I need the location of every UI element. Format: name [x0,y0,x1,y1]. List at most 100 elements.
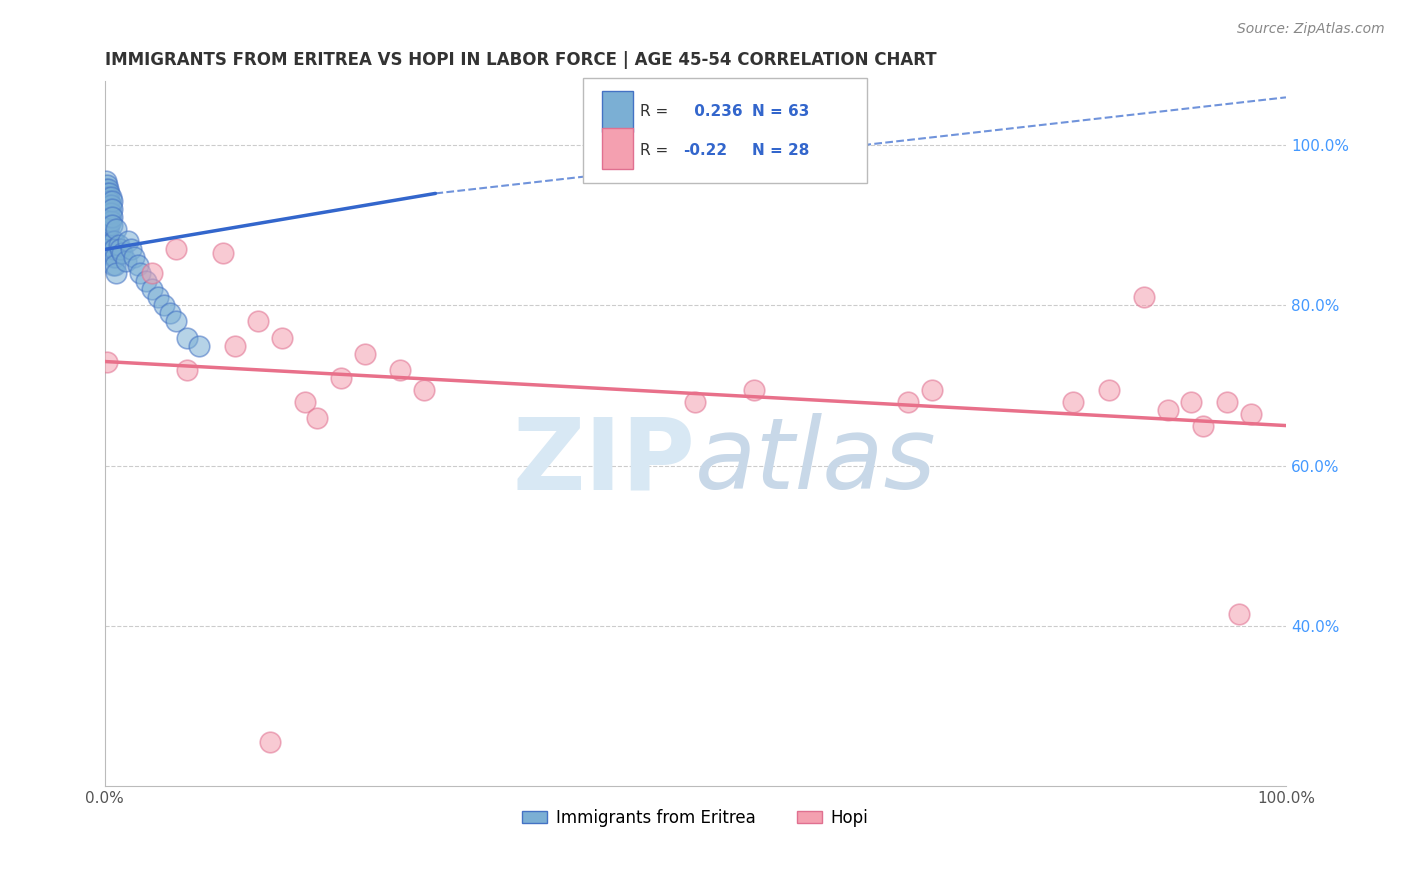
Point [1180,394,1202,409]
Point [176,362,198,376]
Point [104,251,127,265]
Point [100,219,122,233]
Point [329,370,352,384]
Point [307,410,329,425]
Point [115,254,138,268]
Text: R =: R = [640,104,673,120]
Point [96,178,118,193]
Point [97,206,120,220]
Point [94,246,117,260]
Point [104,259,127,273]
Point [94,222,117,236]
Point [165,243,187,257]
Text: atlas: atlas [696,413,936,510]
Point [94,190,117,204]
Point [1227,607,1250,621]
Point [96,219,118,233]
Point [188,338,211,352]
Point [135,275,157,289]
Point [141,283,163,297]
FancyBboxPatch shape [602,90,633,132]
Point [100,190,122,204]
Point [98,186,121,201]
Legend: Immigrants from Eritrea, Hopi: Immigrants from Eritrea, Hopi [516,803,875,834]
Text: -0.22: -0.22 [683,143,728,158]
Point [94,214,117,228]
Point [141,267,163,281]
Point [1133,290,1156,304]
Point [1062,394,1084,409]
Point [96,235,118,249]
Point [294,394,316,409]
Point [100,202,122,217]
Point [98,202,121,217]
Point [224,338,246,352]
Point [96,202,118,217]
Text: Source: ZipAtlas.com: Source: ZipAtlas.com [1237,22,1385,37]
Point [921,383,943,397]
Point [685,394,707,409]
Point [108,238,131,252]
Point [98,194,121,209]
Point [94,174,117,188]
Point [1216,394,1239,409]
Point [129,267,152,281]
Point [211,246,233,260]
Point [96,227,118,241]
Point [100,206,122,220]
Text: R =: R = [640,143,673,158]
Point [127,259,149,273]
Point [744,383,766,397]
Point [1157,402,1180,417]
Point [100,214,122,228]
Point [94,182,117,196]
Point [100,211,122,225]
Point [103,235,125,249]
Point [146,290,169,304]
Point [111,246,134,260]
Point [353,346,375,360]
Text: N = 28: N = 28 [752,143,810,158]
Point [159,306,181,320]
Point [101,251,124,265]
Text: ZIP: ZIP [512,413,696,510]
Text: 0.236: 0.236 [689,104,742,120]
Point [412,383,434,397]
Point [108,243,131,257]
Point [94,238,117,252]
Text: IMMIGRANTS FROM ERITREA VS HOPI IN LABOR FORCE | AGE 45-54 CORRELATION CHART: IMMIGRANTS FROM ERITREA VS HOPI IN LABOR… [104,51,936,69]
Point [94,230,117,244]
Point [94,198,117,212]
Point [105,222,128,236]
Point [165,314,187,328]
Point [97,182,120,196]
Point [96,194,118,209]
Point [98,211,121,225]
Point [97,214,120,228]
Point [98,219,121,233]
Point [1239,407,1261,421]
Point [152,298,174,312]
Point [259,735,281,749]
Point [94,206,117,220]
Point [122,251,145,265]
Point [101,259,124,273]
Point [388,362,411,376]
Point [97,198,120,212]
Y-axis label: In Labor Force | Age 45-54: In Labor Force | Age 45-54 [0,333,8,534]
Point [1098,383,1121,397]
Point [96,354,118,368]
Point [100,198,122,212]
Point [247,314,270,328]
Point [117,235,139,249]
Point [96,211,118,225]
Point [1192,418,1215,433]
Point [97,190,120,204]
Point [103,243,125,257]
Point [105,267,128,281]
Point [176,330,198,344]
Text: N = 63: N = 63 [752,104,810,120]
Point [120,243,142,257]
Point [897,394,920,409]
Point [97,222,120,236]
